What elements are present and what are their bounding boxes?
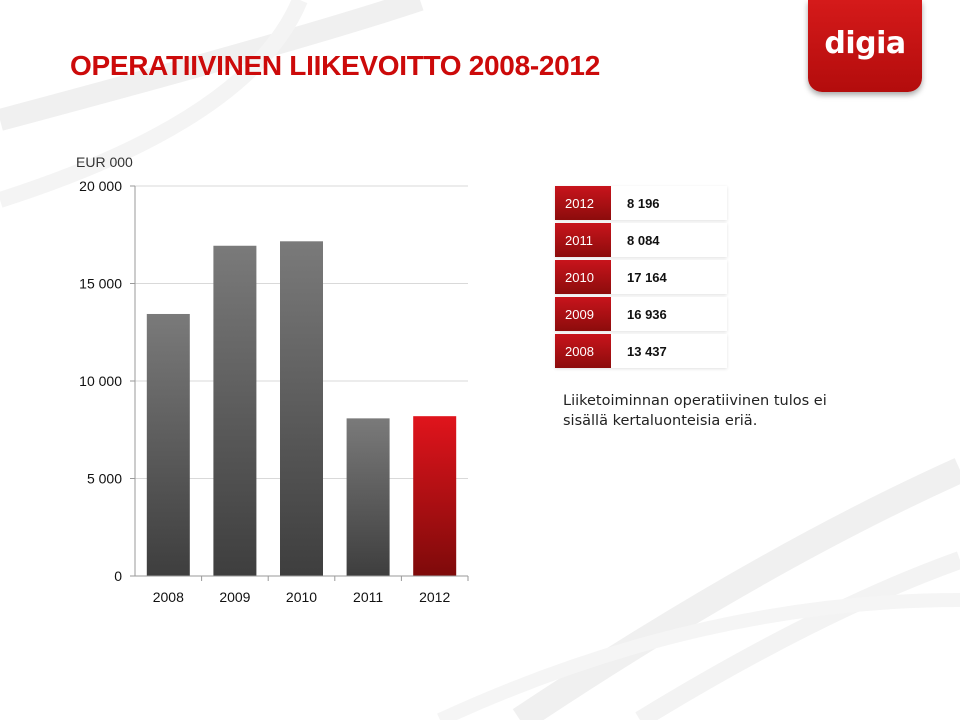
y-tick-label: 0 bbox=[114, 568, 122, 584]
y-tick-label: 10 000 bbox=[79, 373, 122, 389]
table-year: 2012 bbox=[555, 186, 611, 220]
x-tick-labels: 2008 2009 2010 2011 2012 bbox=[153, 589, 451, 605]
table-year: 2008 bbox=[555, 334, 611, 368]
bar-2012 bbox=[413, 416, 457, 576]
x-tick-label: 2011 bbox=[353, 589, 383, 605]
table-value: 8 196 bbox=[627, 195, 660, 211]
table-year: 2009 bbox=[555, 297, 611, 331]
table-row: 2012 8 196 bbox=[555, 186, 727, 220]
x-tick-label: 2009 bbox=[219, 589, 250, 605]
footnote: Liiketoiminnan operatiivinen tulos ei si… bbox=[563, 393, 827, 429]
logo-text: digia bbox=[824, 26, 906, 61]
table-row: 2009 16 936 bbox=[555, 297, 727, 331]
y-tick-labels: 0 5 000 10 000 15 000 20 000 bbox=[79, 178, 122, 584]
axes bbox=[130, 185, 469, 581]
table-value: 17 164 bbox=[627, 269, 667, 285]
table-year: 2011 bbox=[555, 223, 611, 257]
table-year: 2010 bbox=[555, 260, 611, 294]
y-tick-label: 5 000 bbox=[87, 471, 122, 487]
table-value: 13 437 bbox=[627, 343, 667, 359]
unit-label: EUR 000 bbox=[76, 154, 133, 170]
y-tick-label: 15 000 bbox=[79, 276, 122, 292]
table-row: 2010 17 164 bbox=[555, 260, 727, 294]
table-value: 16 936 bbox=[627, 306, 667, 322]
slide-title: OPERATIIVINEN LIIKEVOITTO 2008-2012 bbox=[70, 50, 600, 81]
bar-2009 bbox=[213, 245, 257, 577]
table-row: 2011 8 084 bbox=[555, 223, 727, 257]
x-tick-label: 2008 bbox=[153, 589, 184, 605]
value-table: 2012 8 196 2011 8 084 2010 17 164 2009 1… bbox=[555, 186, 727, 371]
x-tick-label: 2010 bbox=[286, 589, 317, 605]
bar-2008 bbox=[146, 313, 190, 576]
x-tick-label: 2012 bbox=[419, 589, 450, 605]
table-value: 8 084 bbox=[627, 232, 660, 248]
bar-2010 bbox=[280, 241, 323, 576]
bar-2011 bbox=[346, 418, 390, 576]
digia-logo: digia bbox=[808, 0, 922, 92]
table-row: 2008 13 437 bbox=[555, 334, 727, 368]
y-tick-label: 20 000 bbox=[79, 178, 122, 194]
bars bbox=[146, 241, 457, 577]
